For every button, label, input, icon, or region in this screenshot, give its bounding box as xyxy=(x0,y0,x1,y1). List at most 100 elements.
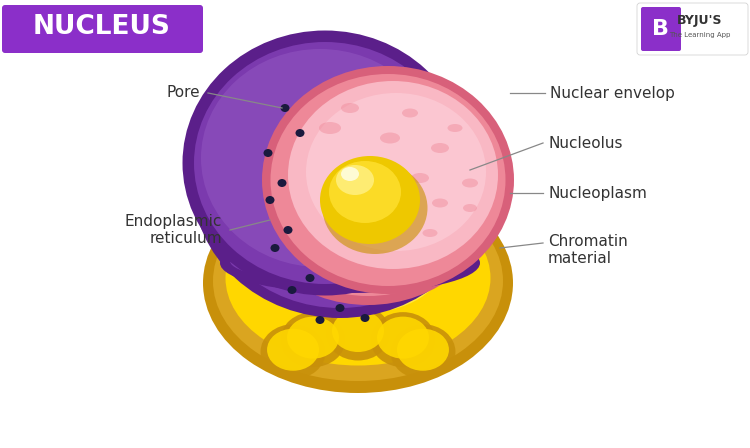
Ellipse shape xyxy=(211,164,506,192)
Ellipse shape xyxy=(306,93,486,251)
Ellipse shape xyxy=(214,172,502,194)
Ellipse shape xyxy=(213,181,503,381)
Text: Nucleoplasm: Nucleoplasm xyxy=(548,185,646,201)
Ellipse shape xyxy=(201,49,439,267)
Ellipse shape xyxy=(432,198,448,207)
Ellipse shape xyxy=(218,162,497,184)
Ellipse shape xyxy=(182,30,467,296)
Ellipse shape xyxy=(402,108,418,117)
Ellipse shape xyxy=(383,209,397,217)
Ellipse shape xyxy=(463,204,477,212)
Ellipse shape xyxy=(411,173,429,183)
Ellipse shape xyxy=(218,182,498,198)
Ellipse shape xyxy=(341,103,359,113)
Ellipse shape xyxy=(211,182,506,204)
Ellipse shape xyxy=(391,324,455,379)
Ellipse shape xyxy=(287,286,296,294)
Ellipse shape xyxy=(244,94,306,212)
Ellipse shape xyxy=(271,74,506,286)
Text: B: B xyxy=(652,19,670,39)
Ellipse shape xyxy=(448,124,463,132)
Ellipse shape xyxy=(287,317,339,358)
Ellipse shape xyxy=(462,178,478,188)
Ellipse shape xyxy=(332,310,384,352)
Ellipse shape xyxy=(271,91,485,279)
Ellipse shape xyxy=(226,162,490,178)
Ellipse shape xyxy=(284,226,292,234)
Ellipse shape xyxy=(226,190,490,366)
Text: Chromatin
material: Chromatin material xyxy=(548,234,628,266)
Ellipse shape xyxy=(341,103,359,113)
Ellipse shape xyxy=(353,234,367,241)
Ellipse shape xyxy=(260,324,326,379)
Ellipse shape xyxy=(380,133,400,143)
Ellipse shape xyxy=(248,84,488,296)
Ellipse shape xyxy=(319,122,341,134)
Ellipse shape xyxy=(432,198,448,207)
Ellipse shape xyxy=(283,213,443,313)
Ellipse shape xyxy=(380,133,400,143)
Ellipse shape xyxy=(383,209,397,217)
Ellipse shape xyxy=(353,234,367,241)
Ellipse shape xyxy=(422,229,437,237)
Ellipse shape xyxy=(370,312,436,367)
Ellipse shape xyxy=(266,196,274,204)
Ellipse shape xyxy=(319,122,341,134)
Ellipse shape xyxy=(202,58,478,308)
Ellipse shape xyxy=(377,317,429,358)
Ellipse shape xyxy=(463,204,477,212)
Ellipse shape xyxy=(222,172,494,188)
Text: Pore: Pore xyxy=(166,85,200,99)
Ellipse shape xyxy=(341,167,359,181)
Text: Endoplasmic
reticulum: Endoplasmic reticulum xyxy=(124,214,222,246)
Ellipse shape xyxy=(361,314,370,322)
Ellipse shape xyxy=(448,124,463,132)
Ellipse shape xyxy=(411,173,429,183)
Ellipse shape xyxy=(278,179,286,187)
Ellipse shape xyxy=(431,143,449,153)
Ellipse shape xyxy=(239,75,497,305)
FancyBboxPatch shape xyxy=(637,3,748,55)
Text: Nucleolus: Nucleolus xyxy=(548,135,622,151)
Ellipse shape xyxy=(402,108,418,117)
Ellipse shape xyxy=(267,329,319,371)
Ellipse shape xyxy=(305,274,314,282)
Ellipse shape xyxy=(203,173,513,393)
Ellipse shape xyxy=(326,306,391,361)
Ellipse shape xyxy=(193,48,488,318)
Ellipse shape xyxy=(329,161,401,223)
Ellipse shape xyxy=(290,100,476,260)
Ellipse shape xyxy=(262,66,514,294)
Ellipse shape xyxy=(223,152,494,174)
Ellipse shape xyxy=(336,165,374,195)
Ellipse shape xyxy=(280,312,346,367)
Ellipse shape xyxy=(397,329,449,371)
Ellipse shape xyxy=(263,149,272,157)
Ellipse shape xyxy=(422,229,437,237)
Ellipse shape xyxy=(220,233,480,293)
Ellipse shape xyxy=(335,304,344,312)
FancyBboxPatch shape xyxy=(2,5,203,53)
Ellipse shape xyxy=(343,189,357,197)
Ellipse shape xyxy=(462,178,478,188)
Text: Nuclear envelop: Nuclear envelop xyxy=(550,86,675,100)
Ellipse shape xyxy=(194,42,456,284)
Ellipse shape xyxy=(230,239,470,283)
Ellipse shape xyxy=(431,143,449,153)
Ellipse shape xyxy=(288,81,498,269)
Ellipse shape xyxy=(320,156,420,244)
Ellipse shape xyxy=(296,129,304,137)
Text: NUCLEUS: NUCLEUS xyxy=(33,14,171,40)
Ellipse shape xyxy=(226,142,490,164)
Ellipse shape xyxy=(236,167,481,181)
Ellipse shape xyxy=(322,162,428,254)
Ellipse shape xyxy=(230,152,486,168)
Ellipse shape xyxy=(251,108,284,177)
Ellipse shape xyxy=(343,189,357,197)
Ellipse shape xyxy=(352,159,368,168)
Ellipse shape xyxy=(316,316,325,324)
Text: BYJU'S: BYJU'S xyxy=(677,13,723,26)
Ellipse shape xyxy=(223,166,493,186)
Ellipse shape xyxy=(271,244,280,252)
Text: The Learning App: The Learning App xyxy=(669,32,730,38)
